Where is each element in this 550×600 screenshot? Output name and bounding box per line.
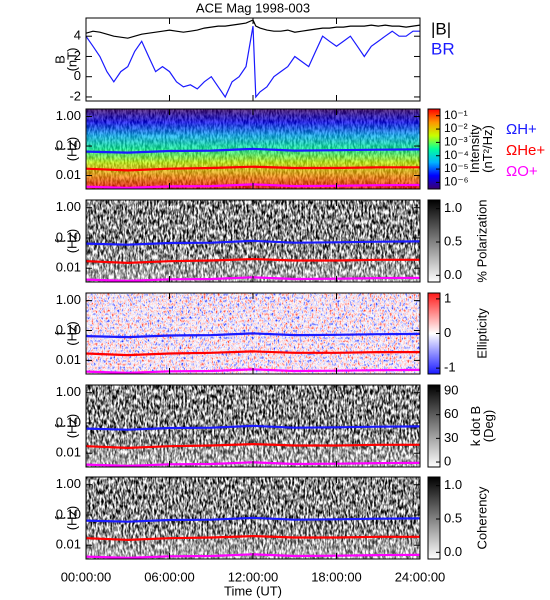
colorbar-tick-label: 0.5 (444, 233, 462, 248)
y-axis-label: (Hz) (64, 137, 79, 162)
x-tick-label: 24:00:00 (395, 569, 446, 584)
y-axis-label: f (52, 516, 67, 520)
colorbar-label: Intensity (467, 124, 482, 173)
series-line (86, 147, 420, 154)
colorbar-tick-label: 1.0 (444, 477, 462, 492)
series-line (86, 424, 420, 431)
y-tick-label: 0.10 (56, 506, 81, 521)
series-line (86, 350, 420, 357)
y-axis-label: (nT) (64, 48, 79, 72)
legend-label: ΩO+ (506, 163, 538, 180)
colorbar-tick-label: 1 (444, 290, 451, 305)
y-tick-label: 0.10 (56, 137, 81, 152)
y-axis-label: (Hz) (64, 506, 79, 531)
y-tick-label: 1.00 (56, 108, 81, 123)
colorbar (427, 199, 441, 283)
y-tick-label: 1.00 (56, 292, 81, 307)
y-tick-label: 0.10 (56, 229, 81, 244)
y-tick-label: 0.10 (56, 322, 81, 337)
colorbar-tick-label: 60 (444, 406, 458, 421)
series-line (86, 19, 420, 39)
y-tick-label: 0.01 (56, 352, 81, 367)
y-tick-label: 0.10 (56, 414, 81, 429)
colorbar-tick-label: 30 (444, 430, 458, 445)
y-axis-label: f (52, 147, 67, 151)
x-tick-label: 06:00:00 (144, 569, 195, 584)
colorbar-tick-label: 10⁻³ (444, 135, 468, 149)
colorbar (427, 384, 441, 468)
series-line (86, 257, 420, 265)
colorbar (427, 476, 441, 560)
y-axis-label: (Hz) (64, 321, 79, 346)
colorbar-tick-label: 0.0 (444, 267, 462, 282)
y-tick-label: 0.01 (56, 537, 81, 552)
y-axis-label: f (52, 424, 67, 428)
y-axis-label: (Hz) (64, 414, 79, 439)
y-tick-label: 2 (74, 48, 81, 63)
chart-title: ACE Mag 1998-003 (196, 0, 310, 15)
y-tick-label: 1.00 (56, 199, 81, 214)
colorbar-tick-label: 0 (444, 453, 451, 468)
colorbar-tick-label: 10⁻⁶ (444, 175, 469, 189)
colorbar-tick-label: -1 (444, 360, 456, 375)
y-tick-label: 0.01 (56, 445, 81, 460)
y-tick-label: -2 (69, 88, 81, 103)
y-tick-label: 1.00 (56, 476, 81, 491)
colorbar-tick-label: 10⁻⁵ (444, 161, 469, 175)
x-tick-label: 12:00:00 (228, 569, 279, 584)
legend-label: ΩHe+ (506, 142, 545, 159)
colorbar-tick-label: 10⁻² (444, 121, 468, 135)
colorbar-tick-label: 10⁻¹ (444, 108, 468, 122)
y-tick-label: 0.01 (56, 167, 81, 182)
series-line (86, 25, 420, 99)
series-line (86, 516, 420, 523)
x-axis-label: Time (UT) (224, 583, 282, 598)
y-tick-label: 1.00 (56, 384, 81, 399)
legend-label: |B| (431, 19, 451, 38)
colorbar-label: (nT²/Hz) (480, 125, 495, 173)
series-line (86, 442, 420, 450)
series-line (86, 239, 420, 246)
colorbar-label: Coherency (474, 486, 489, 549)
legend-label: ΩH+ (506, 121, 537, 138)
series-line (86, 165, 420, 172)
y-axis-label: (Hz) (64, 229, 79, 254)
colorbar-tick-label: 90 (444, 382, 458, 397)
colorbar-tick-label: 0.5 (444, 510, 462, 525)
y-tick-label: 4 (74, 28, 81, 43)
colorbar-label: (Deg) (481, 410, 496, 443)
x-tick-label: 18:00:00 (311, 569, 362, 584)
colorbar-label: % Polarization (474, 199, 489, 282)
series-line (86, 332, 420, 339)
colorbar-tick-label: 10⁻⁴ (444, 148, 469, 162)
colorbar (427, 108, 441, 190)
y-axis-label: f (52, 239, 67, 243)
y-tick-label: 0.01 (56, 260, 81, 275)
colorbar-label: k dot B (468, 406, 483, 446)
colorbar-tick-label: 0.0 (444, 544, 462, 559)
y-axis-label: f (52, 331, 67, 335)
colorbar-tick-label: 1.0 (444, 200, 462, 215)
series-line (86, 534, 420, 542)
colorbar-tick-label: 0 (444, 325, 451, 340)
y-axis-label: B (52, 55, 67, 64)
legend-label: BR (431, 39, 455, 58)
colorbar-label: Ellipticity (474, 308, 489, 359)
x-tick-label: 00:00:00 (61, 569, 112, 584)
y-tick-label: 0 (74, 68, 81, 83)
